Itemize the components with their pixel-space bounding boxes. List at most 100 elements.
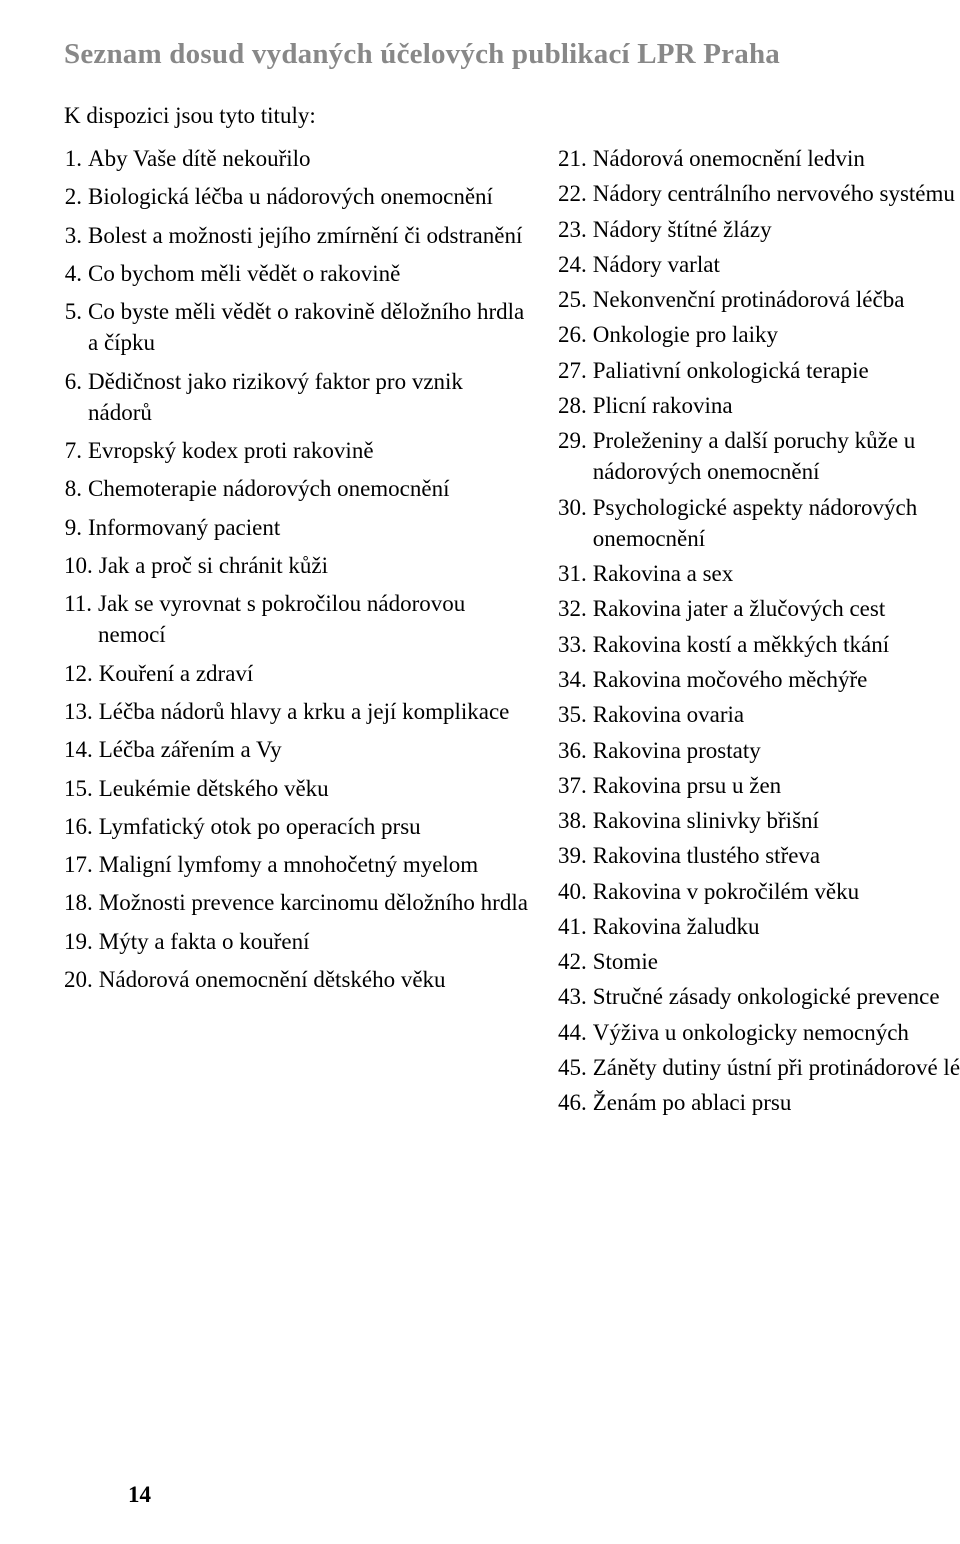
item-number: 27. — [558, 355, 593, 386]
item-text: Kouření a zdraví — [99, 658, 530, 689]
item-number: 29. — [558, 425, 593, 488]
item-text: Rakovina a sex — [593, 558, 960, 589]
item-text: Onkologie pro laiky — [593, 319, 960, 350]
item-number: 9. — [64, 512, 88, 543]
list-item: 1.Aby Vaše dítě nekouřilo — [64, 143, 530, 174]
item-text: Bolest a možnosti jejího zmírnění či ods… — [88, 220, 530, 251]
list-item: 28.Plicní rakovina — [558, 390, 960, 421]
list-item: 42.Stomie — [558, 946, 960, 977]
item-text: Léčba nádorů hlavy a krku a její komplik… — [99, 696, 530, 727]
page-heading: Seznam dosud vydaných účelových publikac… — [64, 38, 960, 71]
item-text: Rakovina močového měchýře — [593, 664, 960, 695]
item-text: Rakovina tlustého střeva — [593, 840, 960, 871]
item-number: 6. — [64, 366, 88, 429]
item-text: Rakovina slinivky břišní — [593, 805, 960, 836]
page-container: Seznam dosud vydaných účelových publikac… — [64, 38, 960, 1544]
item-number: 10. — [64, 550, 99, 581]
item-text: Aby Vaše dítě nekouřilo — [88, 143, 530, 174]
list-item: 25.Nekonvenční protinádorová léčba — [558, 284, 960, 315]
list-item: 3.Bolest a možnosti jejího zmírnění či o… — [64, 220, 530, 251]
item-number: 2. — [64, 181, 88, 212]
list-item: 36.Rakovina prostaty — [558, 735, 960, 766]
item-text: Nádorová onemocnění ledvin — [593, 143, 960, 174]
item-number: 18. — [64, 887, 99, 918]
item-number: 13. — [64, 696, 99, 727]
item-text: Paliativní onkologická terapie — [593, 355, 960, 386]
item-number: 20. — [64, 964, 99, 995]
item-text: Rakovina prostaty — [593, 735, 960, 766]
list-item: 23.Nádory štítné žlázy — [558, 214, 960, 245]
item-number: 33. — [558, 629, 593, 660]
item-number: 35. — [558, 699, 593, 730]
list-item: 33.Rakovina kostí a měkkých tkání — [558, 629, 960, 660]
item-number: 19. — [64, 926, 99, 957]
item-number: 14. — [64, 734, 99, 765]
item-number: 22. — [558, 178, 593, 209]
list-item: 43.Stručné zásady onkologické prevence — [558, 981, 960, 1012]
item-number: 43. — [558, 981, 593, 1012]
item-text: Jak a proč si chránit kůži — [99, 550, 530, 581]
list-item: 6.Dědičnost jako rizikový faktor pro vzn… — [64, 366, 530, 429]
list-item: 26.Onkologie pro laiky — [558, 319, 960, 350]
subtitle: K dispozici jsou tyto tituly: — [64, 103, 960, 129]
list-item: 45.Záněty dutiny ústní při protinádorové… — [558, 1052, 960, 1083]
list-item: 46.Ženám po ablaci prsu — [558, 1087, 960, 1118]
item-text: Maligní lymfomy a mnohočetný myelom — [99, 849, 530, 880]
list-item: 40.Rakovina v pokročilém věku — [558, 876, 960, 907]
list-item: 17.Maligní lymfomy a mnohočetný myelom — [64, 849, 530, 880]
list-item: 16.Lymfatický otok po operacích prsu — [64, 811, 530, 842]
list-item: 30.Psychologické aspekty nádorových onem… — [558, 492, 960, 555]
item-number: 24. — [558, 249, 593, 280]
item-text: Lymfatický otok po operacích prsu — [99, 811, 530, 842]
list-item: 11.Jak se vyrovnat s pokročilou nádorovo… — [64, 588, 530, 651]
item-text: Výživa u onkologicky nemocných — [593, 1017, 960, 1048]
item-text: Nekonvenční protinádorová léčba — [593, 284, 960, 315]
list-item: 32.Rakovina jater a žlučových cest — [558, 593, 960, 624]
item-number: 21. — [558, 143, 593, 174]
list-item: 13.Léčba nádorů hlavy a krku a její komp… — [64, 696, 530, 727]
item-number: 32. — [558, 593, 593, 624]
item-text: Ženám po ablaci prsu — [593, 1087, 960, 1118]
item-number: 39. — [558, 840, 593, 871]
item-text: Chemoterapie nádorových onemocnění — [88, 473, 530, 504]
list-item: 24.Nádory varlat — [558, 249, 960, 280]
item-text: Jak se vyrovnat s pokročilou nádorovou n… — [98, 588, 530, 651]
item-text: Nádorová onemocnění dětského věku — [99, 964, 530, 995]
item-text: Nádory varlat — [593, 249, 960, 280]
item-text: Nádory štítné žlázy — [593, 214, 960, 245]
item-text: Co byste měli vědět o rakovině děložního… — [88, 296, 530, 359]
item-number: 8. — [64, 473, 88, 504]
list-item: 5.Co byste měli vědět o rakovině děložní… — [64, 296, 530, 359]
item-number: 7. — [64, 435, 88, 466]
item-text: Leukémie dětského věku — [99, 773, 530, 804]
list-item: 37.Rakovina prsu u žen — [558, 770, 960, 801]
item-text: Rakovina jater a žlučových cest — [593, 593, 960, 624]
item-text: Léčba zářením a Vy — [99, 734, 530, 765]
item-number: 15. — [64, 773, 99, 804]
right-column: 21.Nádorová onemocnění ledvin22.Nádory c… — [558, 143, 960, 1122]
list-item: 22.Nádory centrálního nervového systému — [558, 178, 960, 209]
item-text: Plicní rakovina — [593, 390, 960, 421]
item-number: 4. — [64, 258, 88, 289]
item-text: Nádory centrálního nervového systému — [593, 178, 960, 209]
item-number: 46. — [558, 1087, 593, 1118]
item-text: Psychologické aspekty nádorových onemocn… — [593, 492, 960, 555]
list-item: 15.Leukémie dětského věku — [64, 773, 530, 804]
item-number: 42. — [558, 946, 593, 977]
list-item: 2.Biologická léčba u nádorových onemocně… — [64, 181, 530, 212]
item-text: Stručné zásady onkologické prevence — [593, 981, 960, 1012]
list-item: 39.Rakovina tlustého střeva — [558, 840, 960, 871]
item-number: 31. — [558, 558, 593, 589]
list-item: 8.Chemoterapie nádorových onemocnění — [64, 473, 530, 504]
item-number: 37. — [558, 770, 593, 801]
item-number: 3. — [64, 220, 88, 251]
item-text: Informovaný pacient — [88, 512, 530, 543]
list-item: 7.Evropský kodex proti rakovině — [64, 435, 530, 466]
item-number: 23. — [558, 214, 593, 245]
list-item: 12.Kouření a zdraví — [64, 658, 530, 689]
list-item: 21.Nádorová onemocnění ledvin — [558, 143, 960, 174]
item-text: Rakovina v pokročilém věku — [593, 876, 960, 907]
item-number: 16. — [64, 811, 99, 842]
item-number: 44. — [558, 1017, 593, 1048]
item-text: Rakovina žaludku — [593, 911, 960, 942]
